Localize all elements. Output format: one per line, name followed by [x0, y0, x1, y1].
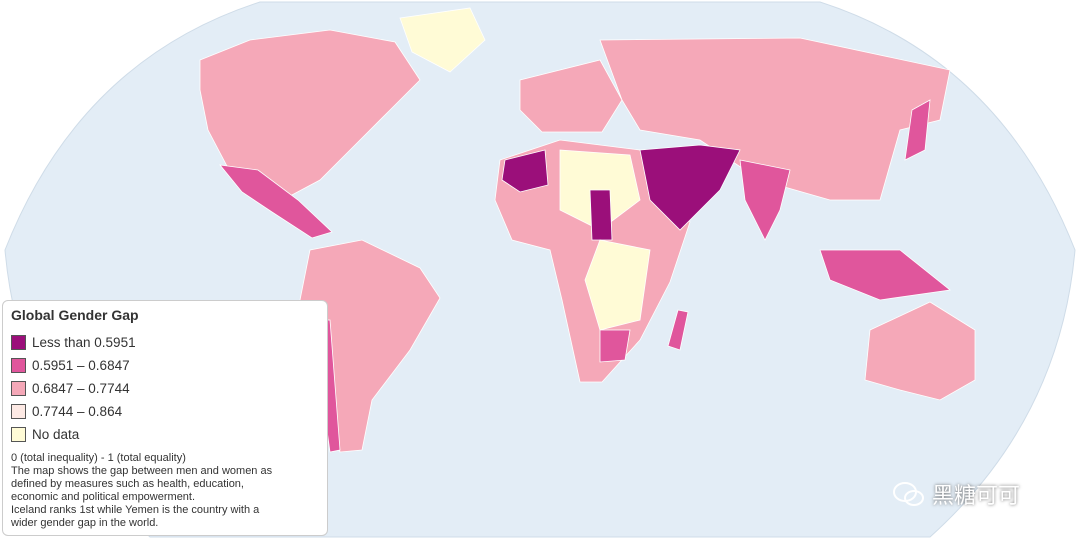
wechat-icon: [893, 482, 924, 506]
chad: [589, 189, 613, 241]
australia: [864, 301, 976, 401]
legend: Global Gender Gap Less than 0.5951 0.5951…: [2, 300, 328, 536]
description-line: Iceland ranks 1st while Yemen is the cou…: [11, 504, 260, 516]
description-line: defined by measures such as health, educ…: [11, 478, 244, 490]
europe: [519, 59, 623, 133]
legend-item: No data: [11, 423, 319, 446]
description-line: The map shows the gap between men and wo…: [11, 465, 273, 477]
legend-item: Less than 0.5951: [11, 331, 319, 354]
legend-items: Less than 0.5951 0.5951 – 0.6847 0.6847 – …: [11, 331, 319, 446]
legend-swatch: [11, 358, 26, 373]
legend-label: 0.7744 – 0.864: [32, 404, 123, 419]
legend-item: 0.7744 – 0.864: [11, 400, 319, 423]
madagascar: [667, 309, 689, 351]
legend-title: Global Gender Gap: [11, 307, 139, 323]
legend-swatch: [11, 427, 26, 442]
description-line: economic and political empowerment.: [11, 491, 196, 503]
watermark: 黑糖可可: [892, 478, 1020, 510]
southeast-asia: [819, 249, 951, 301]
legend-item: 0.5951 – 0.6847: [11, 354, 319, 377]
legend-swatch: [11, 404, 26, 419]
legend-swatch: [11, 381, 26, 396]
north-america: [199, 29, 421, 197]
description-line: wider gender gap in the world.: [11, 517, 159, 529]
legend-label: 0.5951 – 0.6847: [32, 358, 130, 373]
central-africa: [584, 239, 651, 331]
central-america: [219, 164, 333, 239]
russia-asia: [599, 37, 951, 201]
west-africa: [501, 149, 549, 193]
middle-east: [639, 144, 741, 231]
legend-label: 0.6847 – 0.7744: [32, 381, 130, 396]
legend-label: Less than 0.5951: [32, 335, 136, 350]
watermark-text: 黑糖可可: [932, 483, 1021, 508]
legend-item: 0.6847 – 0.7744: [11, 377, 319, 400]
southern-africa: [599, 329, 631, 363]
india: [739, 159, 791, 241]
legend-swatch: [11, 335, 26, 350]
legend-description: 0 (total inequality) - 1 (total equality…: [11, 452, 319, 530]
legend-label: No data: [32, 427, 80, 442]
japan: [904, 99, 931, 161]
greenland: [399, 7, 486, 73]
description-line: 0 (total inequality) - 1 (total equality…: [11, 452, 186, 464]
